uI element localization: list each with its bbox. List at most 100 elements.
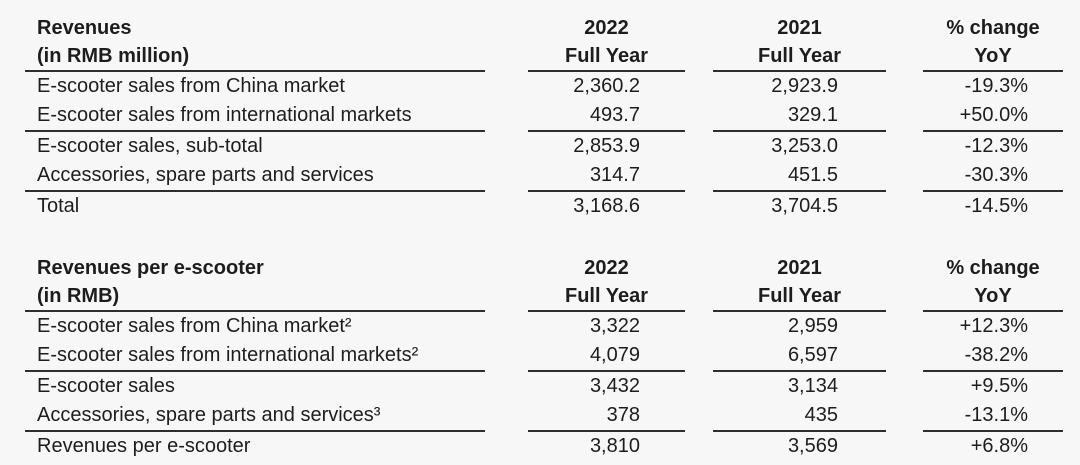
row-label: E-scooter sales from international marke… <box>25 341 485 372</box>
value-2022: 3,168.6 <box>573 195 640 217</box>
column-header-year: 2021 <box>777 17 822 39</box>
column-header-period: Full Year <box>564 285 648 307</box>
row-label: E-scooter sales from China market² <box>37 315 352 337</box>
value-yoy: -38.2% <box>923 341 1063 372</box>
value-2021: 435 <box>713 401 886 432</box>
column-gap <box>685 311 713 341</box>
table-row-international-markets: E-scooter sales from international marke… <box>25 101 1063 132</box>
value-2021: 2,923.9 <box>771 75 838 97</box>
per-escooter-header-row: Revenues per e-scooter (in RMB) 2022 Ful… <box>25 254 1063 312</box>
column-header-2022: 2022 Full Year <box>528 254 685 312</box>
table-row-escooter-sales-per-unit: E-scooter sales 3,432 3,134 +9.5% <box>25 371 1063 401</box>
column-gap <box>685 371 713 401</box>
table-row-total: Total 3,168.6 3,704.5 -14.5% <box>25 191 1063 221</box>
row-label: Accessories, spare parts and services³ <box>25 401 485 432</box>
column-gap <box>886 71 923 101</box>
table-title-line2: (in RMB million) <box>37 45 190 67</box>
value-2021: 6,597 <box>713 341 886 372</box>
column-gap <box>886 341 923 371</box>
value-2021: 3,704.5 <box>771 195 838 217</box>
revenues-header-row: Revenues (in RMB million) 2022 Full Year… <box>25 14 1063 72</box>
column-gap <box>485 14 528 71</box>
value-yoy: -12.3% <box>964 135 1028 157</box>
column-gap <box>485 131 528 161</box>
column-gap <box>685 254 713 311</box>
column-header-yoy: YoY <box>974 285 1012 307</box>
column-gap <box>485 161 528 191</box>
value-2022: 493.7 <box>528 101 685 132</box>
value-yoy: +12.3% <box>959 315 1028 337</box>
value-yoy: -14.5% <box>964 195 1028 217</box>
column-gap <box>886 431 923 461</box>
value-yoy: -19.3% <box>964 75 1028 97</box>
value-2021: 3,569 <box>787 435 838 457</box>
per-escooter-table-title: Revenues per e-scooter (in RMB) <box>25 254 485 312</box>
column-gap <box>485 311 528 341</box>
column-gap <box>886 311 923 341</box>
table-row-revenues-per-escooter: Revenues per e-scooter 3,810 3,569 +6.8% <box>25 431 1063 461</box>
table-title-line2: (in RMB) <box>37 285 120 307</box>
column-gap <box>685 191 713 221</box>
column-gap <box>886 131 923 161</box>
column-header-2021: 2021 Full Year <box>713 254 886 312</box>
row-label: E-scooter sales from international marke… <box>25 101 485 132</box>
table-row-escooter-subtotal: E-scooter sales, sub-total 2,853.9 3,253… <box>25 131 1063 161</box>
column-header-2022: 2022 Full Year <box>528 14 685 72</box>
column-gap <box>485 371 528 401</box>
column-gap <box>685 161 713 191</box>
value-yoy: +50.0% <box>923 101 1063 132</box>
value-2021: 329.1 <box>713 101 886 132</box>
column-gap <box>685 71 713 101</box>
value-2022: 378 <box>528 401 685 432</box>
value-yoy: -30.3% <box>923 161 1063 192</box>
column-gap <box>485 101 528 131</box>
row-label: E-scooter sales from China market <box>37 75 345 97</box>
value-yoy: +9.5% <box>970 375 1028 397</box>
column-header-year: 2022 <box>584 257 629 279</box>
column-gap <box>485 401 528 431</box>
value-2022: 4,079 <box>528 341 685 372</box>
column-gap <box>886 14 923 71</box>
column-gap <box>685 101 713 131</box>
column-header-period: Full Year <box>757 45 841 67</box>
column-gap <box>685 131 713 161</box>
column-gap <box>485 341 528 371</box>
value-2021: 3,134 <box>787 375 838 397</box>
row-label: Total <box>37 195 80 217</box>
column-gap <box>886 191 923 221</box>
column-gap <box>886 371 923 401</box>
revenues-table: Revenues (in RMB million) 2022 Full Year… <box>25 14 1063 221</box>
column-gap <box>886 161 923 191</box>
table-title-line1: Revenues per e-scooter <box>37 257 264 279</box>
value-yoy: +6.8% <box>970 435 1028 457</box>
row-label: E-scooter sales <box>37 375 175 397</box>
value-2021: 451.5 <box>713 161 886 192</box>
column-header-pct-change: % change <box>946 257 1040 279</box>
column-gap <box>886 401 923 431</box>
row-label: Revenues per e-scooter <box>37 435 251 457</box>
column-gap <box>886 101 923 131</box>
row-label: Accessories, spare parts and services <box>25 161 485 192</box>
column-header-2021: 2021 Full Year <box>713 14 886 72</box>
column-header-pct-change: % change <box>946 17 1040 39</box>
value-2022: 3,322 <box>589 315 640 337</box>
column-gap <box>685 431 713 461</box>
column-header-yoy-change: % change YoY <box>923 14 1063 72</box>
table-title-line1: Revenues <box>37 17 132 39</box>
table-row-china-market-per-unit: E-scooter sales from China market² 3,322… <box>25 311 1063 341</box>
column-header-yoy: YoY <box>974 45 1012 67</box>
column-gap <box>685 14 713 71</box>
column-gap <box>685 401 713 431</box>
value-2021: 3,253.0 <box>771 135 838 157</box>
column-header-yoy-change: % change YoY <box>923 254 1063 312</box>
column-gap <box>485 254 528 311</box>
table-row-accessories: Accessories, spare parts and services 31… <box>25 161 1063 192</box>
table-row-international-per-unit: E-scooter sales from international marke… <box>25 341 1063 372</box>
column-gap <box>886 254 923 311</box>
column-header-period: Full Year <box>564 45 648 67</box>
value-2022: 3,810 <box>589 435 640 457</box>
value-2022: 2,360.2 <box>573 75 640 97</box>
table-row-china-market: E-scooter sales from China market 2,360.… <box>25 71 1063 101</box>
value-2021: 2,959 <box>787 315 838 337</box>
column-gap <box>485 71 528 101</box>
